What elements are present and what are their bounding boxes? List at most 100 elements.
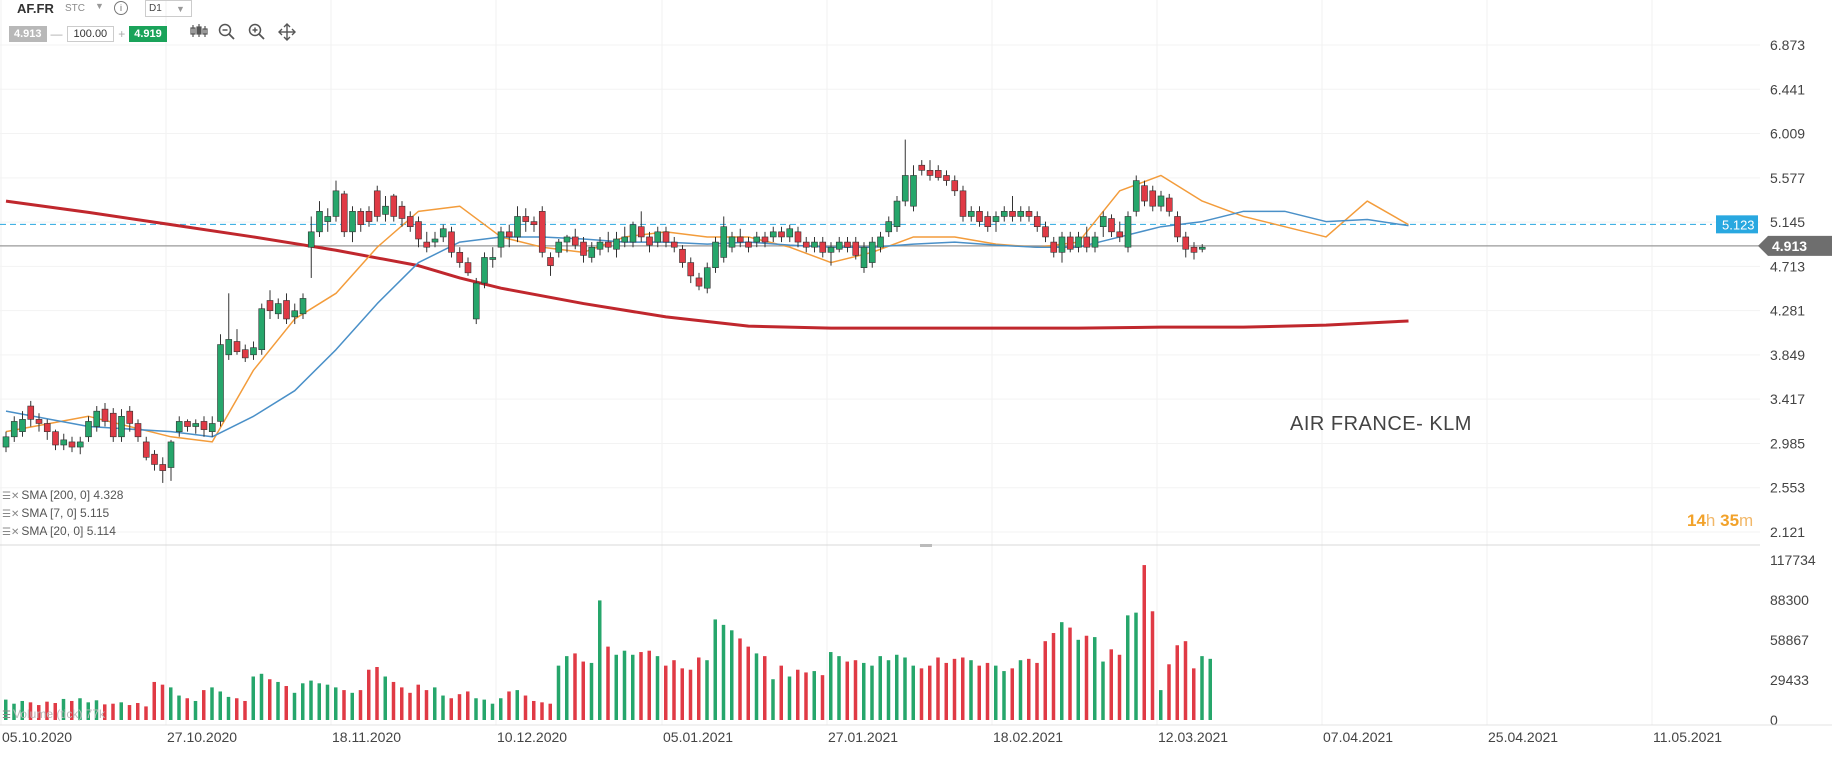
legend-value: 5.114 <box>86 524 116 538</box>
candle-body <box>439 228 447 238</box>
volume-bar <box>45 701 49 720</box>
volume-bar <box>936 657 940 720</box>
quantity-decrease-button[interactable]: — <box>50 27 63 41</box>
candle-body <box>877 236 884 248</box>
volume-bar <box>565 656 569 720</box>
x-tick-label: 07.04.2021 <box>1323 729 1393 745</box>
volume-bar <box>1035 662 1039 720</box>
candle-body <box>802 241 810 248</box>
candle-body <box>1157 195 1165 207</box>
candle-body <box>505 231 513 238</box>
candle-body <box>307 231 315 248</box>
candle-body <box>967 211 975 217</box>
candle-body <box>1000 211 1008 217</box>
volume-bar <box>622 650 627 720</box>
legend-sma7[interactable]: ☰✕ SMA [7, 0] 5.115 <box>2 506 109 520</box>
candle-body <box>390 195 398 217</box>
info-icon[interactable]: i <box>114 1 128 15</box>
candle-body <box>926 170 934 176</box>
candle-body <box>1124 216 1132 248</box>
legend-name: SMA [7, 0] <box>21 506 77 520</box>
settings-icon[interactable]: ☰✕ <box>2 527 20 538</box>
candle-body <box>538 211 546 253</box>
volume-bar <box>301 683 305 720</box>
legend-sma200[interactable]: ☰✕ SMA [200, 0] 4.328 <box>2 488 123 502</box>
zoom-out-icon[interactable] <box>218 23 236 46</box>
volume-bar <box>309 680 313 720</box>
settings-icon[interactable]: ☰ <box>2 710 11 721</box>
candle-body <box>703 267 711 289</box>
volume-bar <box>400 687 404 720</box>
volume-bar <box>911 665 915 720</box>
candle-body <box>662 231 670 243</box>
volume-bar <box>1027 658 1031 720</box>
volume-bar <box>383 676 387 720</box>
candle-body <box>184 421 191 427</box>
x-tick-label: 05.01.2021 <box>663 729 733 745</box>
volume-bar <box>375 666 379 720</box>
volume-bar <box>441 695 445 720</box>
volume-bar <box>449 698 453 720</box>
volume-bar <box>193 700 198 720</box>
legend-sma20[interactable]: ☰✕ SMA [20, 0] 5.114 <box>2 524 116 538</box>
quantity-increase-button[interactable]: + <box>118 27 126 41</box>
candle-body <box>258 308 266 350</box>
volume-bar <box>103 704 107 720</box>
market-dropdown-icon[interactable]: ▼ <box>95 1 104 11</box>
legend-volume-label: Volume (tick) 77k <box>12 707 106 721</box>
volume-tick-label: 0 <box>1770 712 1778 728</box>
volume-bar <box>433 687 437 720</box>
candle-body <box>753 236 761 243</box>
volume-bar <box>1043 641 1047 720</box>
quantity-input[interactable]: 100.00 <box>66 26 115 42</box>
pane-resize-handle[interactable] <box>920 544 932 547</box>
x-tick-label: 10.12.2020 <box>497 729 567 745</box>
symbol-label[interactable]: AF.FR <box>17 1 54 16</box>
candle-body <box>1033 216 1041 228</box>
volume-bar <box>177 695 181 720</box>
volume-bar <box>754 653 759 720</box>
volume-bar <box>944 662 948 720</box>
settings-icon[interactable]: ☰✕ <box>2 509 20 520</box>
candle-body <box>918 164 926 171</box>
countdown-hours: 14 <box>1687 511 1706 530</box>
volume-tick-label: 29433 <box>1770 672 1809 688</box>
candle-type-icon[interactable] <box>190 23 208 44</box>
countdown-h: h <box>1705 511 1716 530</box>
candle-body <box>827 246 835 253</box>
volume-bar <box>1175 645 1179 720</box>
candle-body <box>60 439 68 446</box>
volume-bar <box>631 654 635 720</box>
candle-body <box>984 216 992 228</box>
timeframe-select[interactable]: D1 ▼ <box>145 0 192 17</box>
candle-body <box>1091 236 1099 248</box>
volume-bar <box>144 706 148 720</box>
volume-bar <box>37 705 41 720</box>
volume-bar <box>895 654 899 720</box>
legend-value: 5.115 <box>80 506 110 520</box>
candle-body <box>1174 216 1181 238</box>
legend-volume[interactable]: ☰ Volume (tick) 77k <box>2 707 105 721</box>
buy-button[interactable]: 4.919 <box>129 26 167 42</box>
volume-bar <box>482 699 486 720</box>
market-label[interactable]: STC <box>65 3 85 14</box>
candle-body <box>415 221 422 240</box>
x-tick-label: 18.02.2021 <box>993 729 1063 745</box>
x-tick-label: 27.10.2020 <box>167 729 237 745</box>
volume-bar <box>589 662 594 720</box>
zoom-in-icon[interactable] <box>248 23 266 46</box>
move-icon[interactable] <box>278 23 296 46</box>
volume-bar <box>490 703 495 720</box>
candle-body <box>934 170 942 178</box>
candle-body <box>1083 236 1091 248</box>
volume-bar <box>1142 565 1146 720</box>
candle-body <box>464 262 472 274</box>
volume-bar <box>639 652 643 720</box>
x-tick-label: 11.05.2021 <box>1653 729 1722 745</box>
volume-bar <box>499 698 503 720</box>
volume-bar <box>680 668 684 720</box>
candle-body <box>794 231 802 243</box>
settings-icon[interactable]: ☰✕ <box>2 491 20 502</box>
sell-button[interactable]: 4.913 <box>9 26 47 42</box>
